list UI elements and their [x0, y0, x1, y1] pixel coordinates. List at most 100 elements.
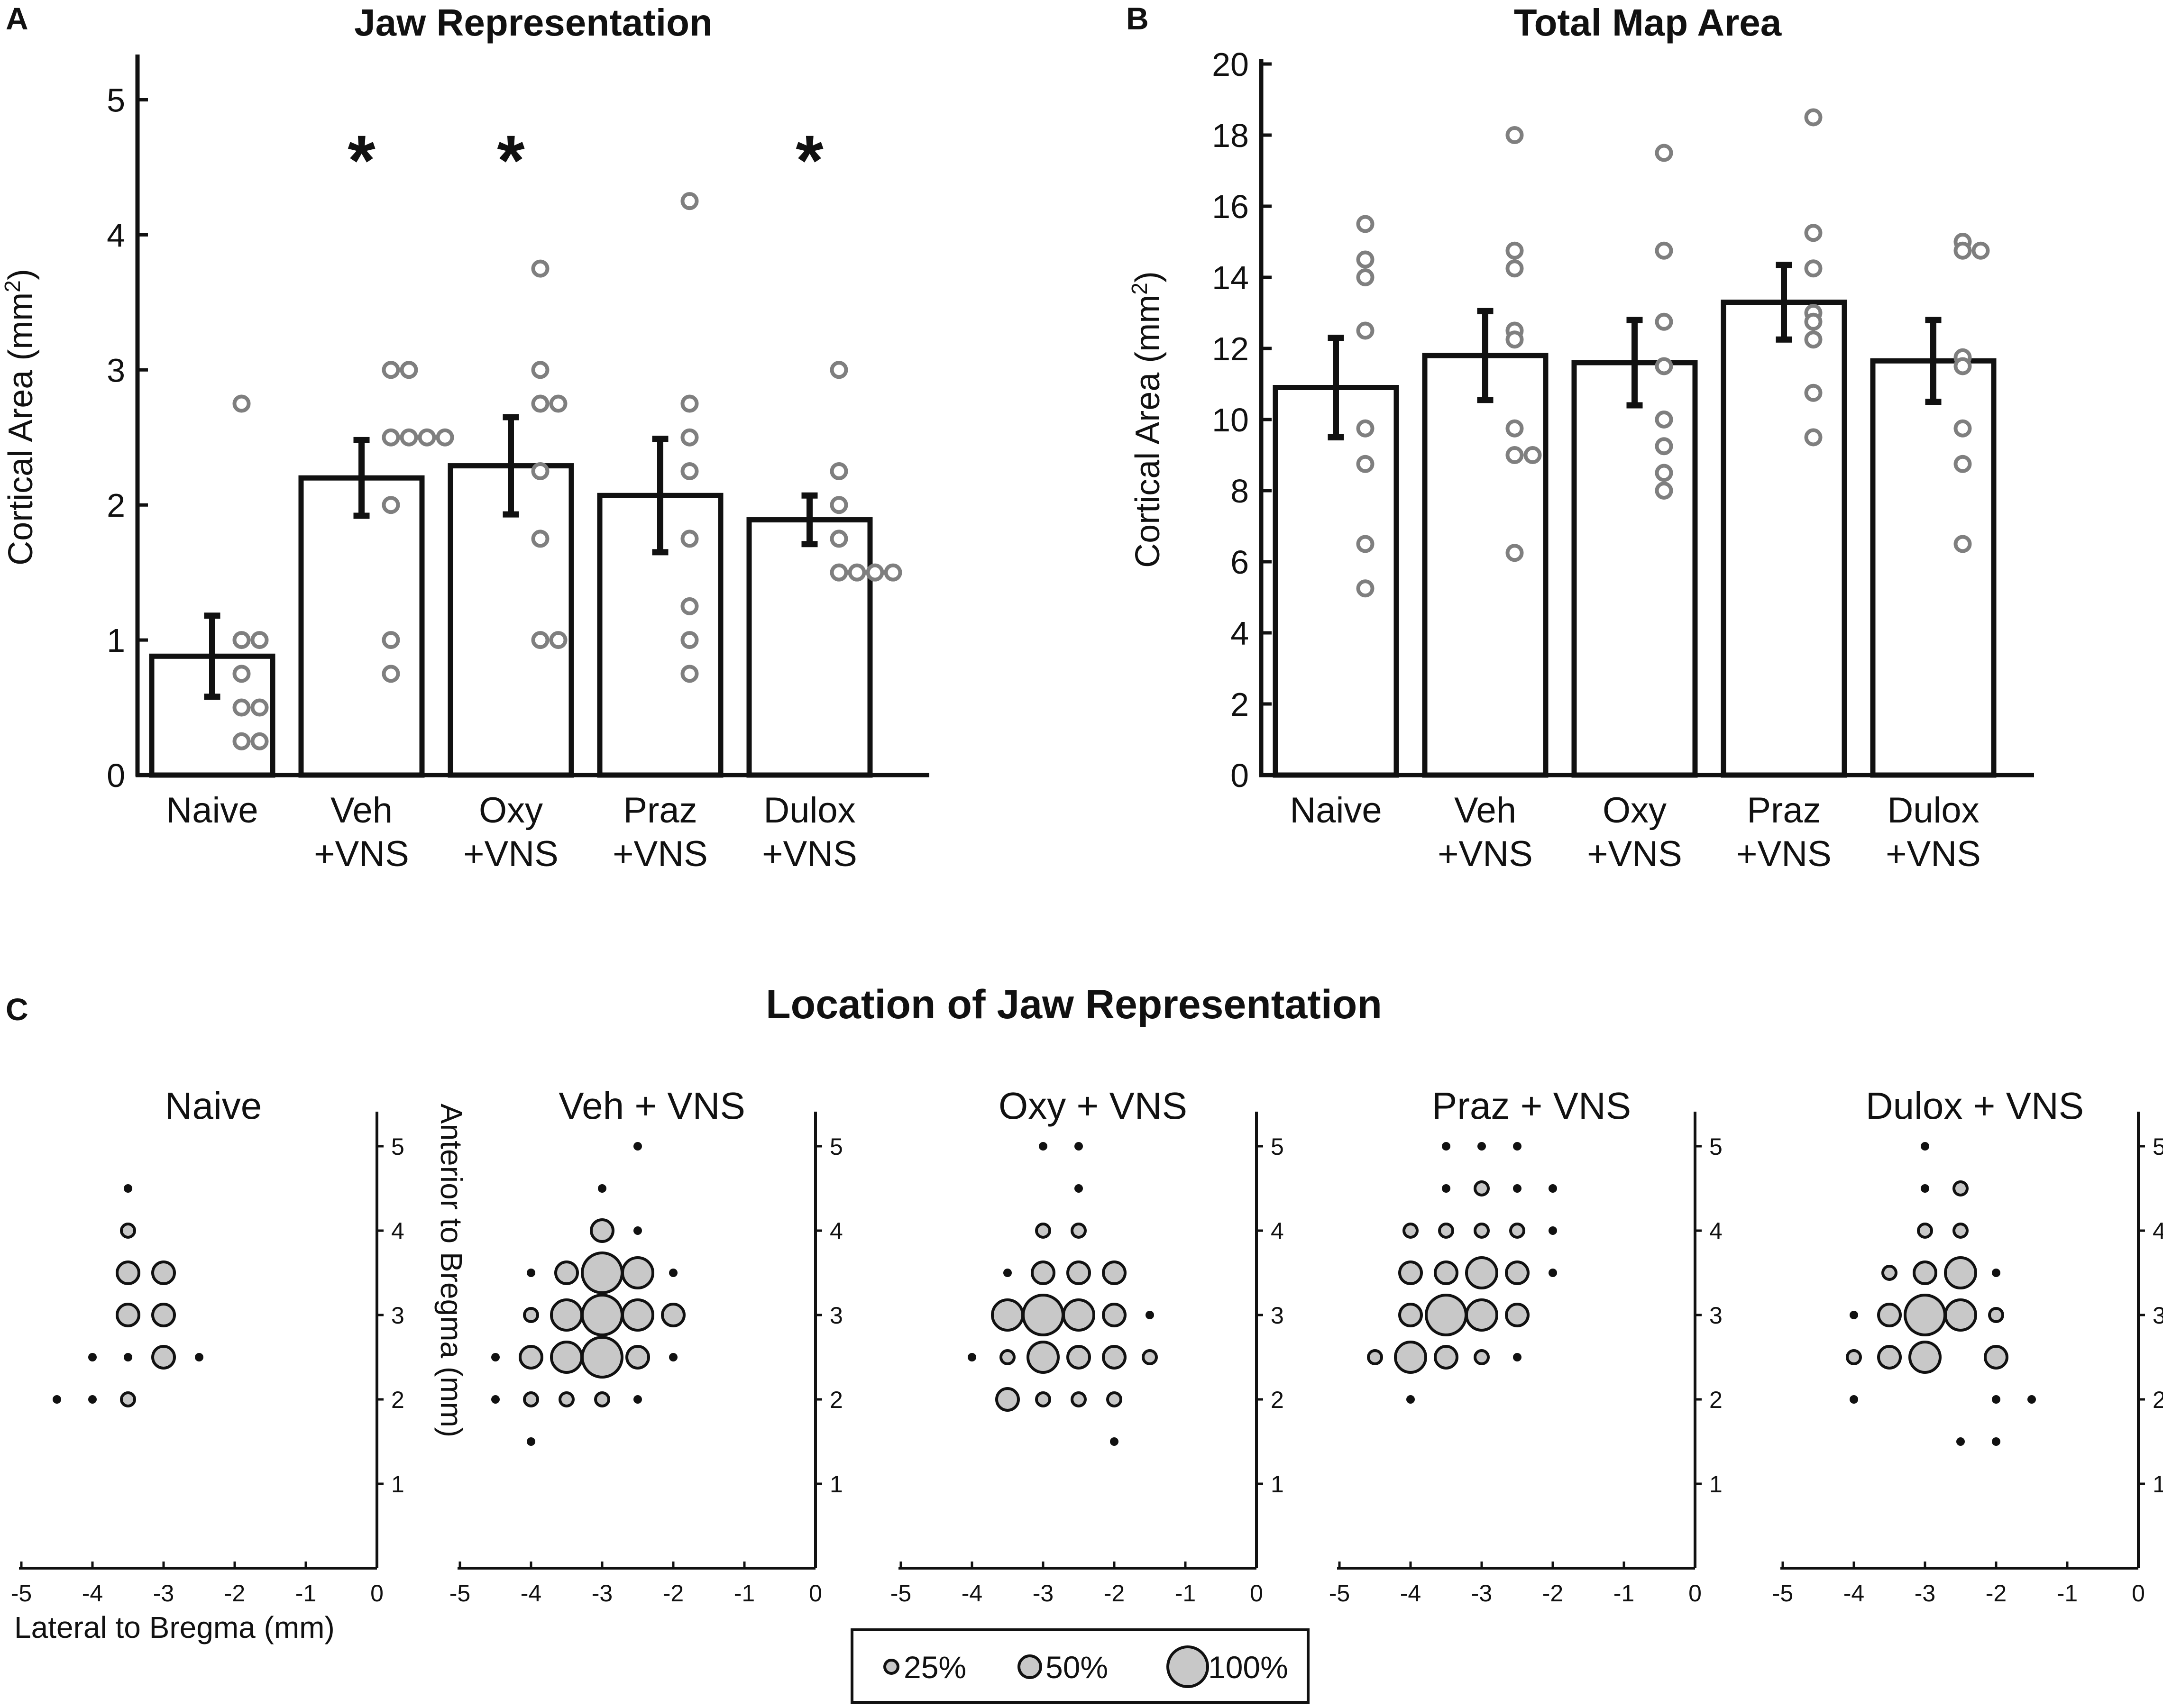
location-dot	[1921, 1184, 1929, 1193]
location-map-5: Dulox + VNS -5 -4 -3 -2 -1 0 1 2 3 4 5	[1772, 1085, 2163, 1607]
data-point	[1356, 268, 1375, 286]
data-point	[830, 530, 848, 548]
map-y-tick-label: 4	[391, 1218, 404, 1244]
map-y-tick-label: 5	[1709, 1133, 1723, 1160]
map-x-tick-label: -3	[153, 1580, 174, 1607]
location-dot	[590, 1218, 614, 1243]
x-category-label: Veh	[330, 790, 393, 831]
location-dot	[1465, 1256, 1498, 1289]
panel-a-letter: A	[6, 1, 28, 36]
map-x-tick-label: 0	[2132, 1580, 2145, 1607]
location-dot	[151, 1303, 176, 1327]
location-dot	[1066, 1260, 1091, 1285]
significance-marker: *	[796, 120, 824, 200]
x-category-label: +VNS	[1587, 834, 1682, 874]
location-dot	[1850, 1395, 1858, 1404]
map-y-tick-label: 3	[830, 1302, 843, 1329]
location-dot	[491, 1395, 500, 1404]
data-point	[549, 394, 568, 413]
map-y-tick-label: 4	[1709, 1218, 1723, 1244]
map-x-tick-label: -4	[82, 1580, 103, 1607]
location-dot	[195, 1353, 203, 1361]
data-point	[1655, 357, 1673, 375]
location-dot	[1846, 1349, 1862, 1365]
x-category-label: Praz	[1747, 790, 1821, 831]
map-x-tick-label: -2	[224, 1580, 245, 1607]
data-point	[400, 361, 418, 379]
data-point	[848, 563, 866, 582]
data-point	[1953, 241, 1972, 260]
map-y-tick-label: 1	[1709, 1471, 1723, 1498]
location-dot	[2027, 1395, 2036, 1404]
location-dot	[1066, 1345, 1091, 1370]
location-dot	[621, 1256, 654, 1289]
location-dot	[1074, 1142, 1083, 1151]
legend-marker	[1017, 1654, 1042, 1679]
location-dot	[621, 1298, 654, 1332]
data-point	[382, 496, 400, 514]
location-dot	[527, 1269, 535, 1277]
location-dot	[1908, 1341, 1942, 1374]
data-point	[382, 665, 400, 683]
location-dot	[1474, 1180, 1490, 1197]
data-point	[680, 665, 699, 683]
legend-label: 100%	[1208, 1650, 1288, 1685]
location-dot	[151, 1345, 176, 1370]
location-dot	[1434, 1345, 1458, 1370]
data-point	[830, 361, 848, 379]
map-y-tick-label: 1	[830, 1471, 843, 1498]
data-point	[866, 563, 884, 582]
map-y-tick-label: 2	[830, 1387, 843, 1413]
data-point	[1356, 579, 1375, 598]
data-point	[1356, 250, 1375, 269]
location-dot	[1992, 1437, 2000, 1446]
location-dot	[1071, 1391, 1087, 1407]
map-title: Veh + VNS	[559, 1085, 745, 1127]
y-axis-label: Cortical Area (mm2)	[0, 269, 40, 566]
data-point	[1804, 224, 1823, 242]
location-map-1: Naive -5 -4 -3 -2 -1 0 1 2 3 4 5	[11, 1085, 404, 1607]
location-dot	[1917, 1223, 1933, 1239]
data-point	[1523, 446, 1542, 464]
bar	[298, 475, 425, 778]
map-title: Dulox + VNS	[1866, 1085, 2084, 1127]
map-x-tick-label: -5	[11, 1580, 32, 1607]
location-dot	[1146, 1311, 1154, 1319]
data-point	[680, 394, 699, 413]
location-dot	[1394, 1341, 1427, 1374]
location-dot	[1398, 1303, 1423, 1327]
map-x-tick-label: -1	[1613, 1580, 1634, 1607]
location-dot	[1465, 1298, 1498, 1332]
data-point	[1655, 437, 1673, 456]
map-x-tick-label: -4	[1400, 1580, 1421, 1607]
y-tick-label: 5	[107, 82, 125, 119]
location-dot	[151, 1260, 176, 1285]
data-point	[531, 631, 550, 649]
location-dot	[1505, 1303, 1530, 1327]
data-point	[1356, 419, 1375, 438]
y-tick-label: 6	[1230, 544, 1249, 581]
data-point	[1505, 259, 1524, 278]
legend-marker	[883, 1659, 899, 1675]
data-point	[531, 530, 550, 548]
size-legend: 25% 50% 100%	[851, 1628, 1310, 1704]
location-dot	[550, 1341, 583, 1374]
location-dot	[625, 1345, 650, 1370]
location-dot	[1513, 1353, 1521, 1361]
legend-marker	[1166, 1645, 1209, 1688]
location-map-3: Oxy + VNS -5 -4 -3 -2 -1 0 1 2 3 4 5	[890, 1085, 1284, 1607]
data-point	[680, 631, 699, 649]
y-tick-label: 8	[1230, 473, 1249, 510]
location-dot	[491, 1353, 500, 1361]
x-category-label: Oxy	[1603, 790, 1667, 831]
data-point	[382, 361, 400, 379]
location-dot	[1509, 1223, 1525, 1239]
map-x-tick-label: -1	[2057, 1580, 2078, 1607]
x-category-label: +VNS	[1736, 834, 1832, 874]
map-y-tick-label: 2	[1709, 1387, 1723, 1413]
location-dot	[88, 1353, 97, 1361]
y-tick-label: 12	[1212, 330, 1249, 367]
data-point	[418, 428, 436, 447]
location-dot	[1513, 1184, 1521, 1193]
location-dot	[523, 1391, 539, 1407]
